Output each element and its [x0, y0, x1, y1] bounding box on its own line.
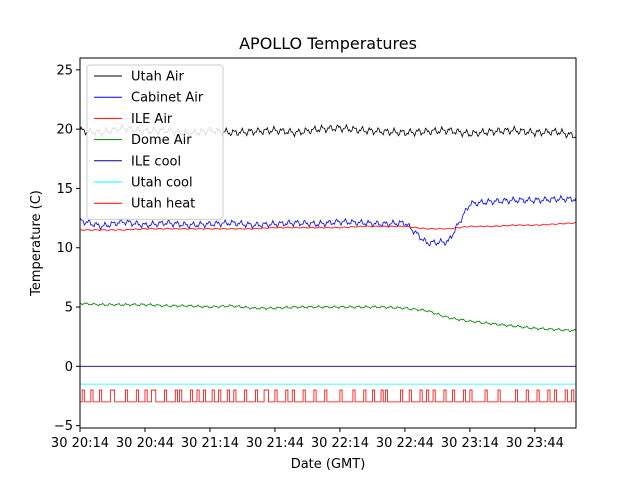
x-axis: 30 20:14 30 20:44 30 21:14 30 21:44 30 22:14… [51, 428, 564, 451]
y-tick-label: 20 [56, 123, 73, 138]
y-axis-label: Temperature (C) [29, 190, 44, 297]
y-tick-label: 15 [56, 182, 73, 197]
y-axis: −5 0 5 10 15 20 25 [54, 63, 80, 434]
x-tick-label: 30 22:44 [376, 436, 434, 451]
legend-label-ile-cool: ILE cool [131, 154, 181, 169]
legend-label-utah-heat: Utah heat [131, 197, 195, 212]
series-line-dome-air [79, 302, 577, 332]
x-tick-label: 30 22:14 [311, 436, 369, 451]
y-tick-label: 10 [56, 241, 73, 256]
x-tick-label: 30 23:44 [506, 436, 564, 451]
legend-box [86, 64, 224, 220]
legend-label-cabinet-air: Cabinet Air [131, 91, 204, 106]
y-tick-label: 0 [65, 360, 73, 375]
series-line-utah-heat [80, 389, 576, 403]
legend-label-ile-air: ILE Air [131, 112, 173, 127]
y-tick-label: 25 [56, 63, 73, 78]
x-axis-label: Date (GMT) [291, 457, 366, 472]
x-tick-label: 30 23:14 [441, 436, 499, 451]
x-tick-label: 30 20:44 [116, 436, 174, 451]
x-tick-label: 30 21:44 [246, 436, 304, 451]
series-line-cabinet-air [79, 194, 577, 247]
series-line-ile-air [79, 221, 577, 232]
legend-label-utah-cool: Utah cool [131, 176, 193, 191]
y-tick-label: 5 [65, 301, 73, 316]
plot-frame [79, 57, 577, 429]
legend-label-utah-air: Utah Air [131, 70, 184, 85]
x-tick-label: 30 21:14 [181, 436, 239, 451]
legend: Utah Air Cabinet Air ILE Air Dome Air ILE co… [86, 64, 224, 220]
chart-title: APOLLO Temperatures [239, 34, 417, 53]
y-tick-label: −5 [54, 419, 73, 434]
x-tick-label: 30 20:14 [51, 436, 109, 451]
legend-label-dome-air: Dome Air [131, 133, 192, 148]
